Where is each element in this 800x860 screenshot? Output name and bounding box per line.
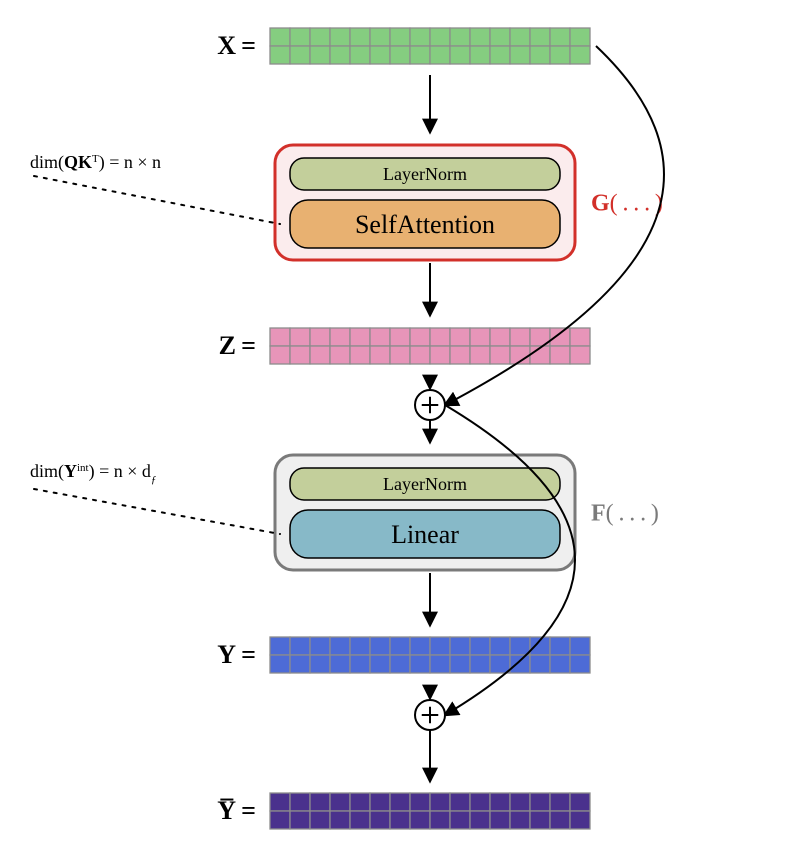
matrix-x: X = bbox=[217, 28, 590, 64]
layernorm-label: LayerNorm bbox=[383, 164, 467, 184]
block-g-side-label: G( . . . ) bbox=[591, 191, 663, 217]
matrix-y: Y = bbox=[217, 637, 590, 673]
label-ybar: Y̅ = bbox=[217, 796, 256, 825]
svg-text:dim(QKT) = n × n: dim(QKT) = n × n bbox=[30, 152, 161, 173]
annotation: dim(Yint) = n × dƒ bbox=[30, 461, 280, 534]
label-x: X = bbox=[217, 31, 256, 60]
matrix-ybar: Y̅ = bbox=[217, 793, 590, 829]
block-g: LayerNorm SelfAttention G( . . . ) bbox=[275, 145, 663, 260]
label-y: Y = bbox=[217, 640, 256, 669]
plus-node bbox=[415, 700, 445, 730]
matrix-z: Z = bbox=[219, 328, 590, 364]
layernorm-label: LayerNorm bbox=[383, 474, 467, 494]
annotation: dim(QKT) = n × n bbox=[30, 152, 280, 224]
block-f-side-label: F( . . . ) bbox=[591, 501, 659, 527]
f-main-label: Linear bbox=[391, 520, 459, 549]
g-main-label: SelfAttention bbox=[355, 210, 495, 239]
block-f: LayerNorm Linear F( . . . ) bbox=[275, 455, 659, 570]
label-z: Z = bbox=[219, 331, 256, 360]
plus-node bbox=[415, 390, 445, 420]
svg-text:dim(Yint) = n × dƒ: dim(Yint) = n × dƒ bbox=[30, 461, 157, 486]
